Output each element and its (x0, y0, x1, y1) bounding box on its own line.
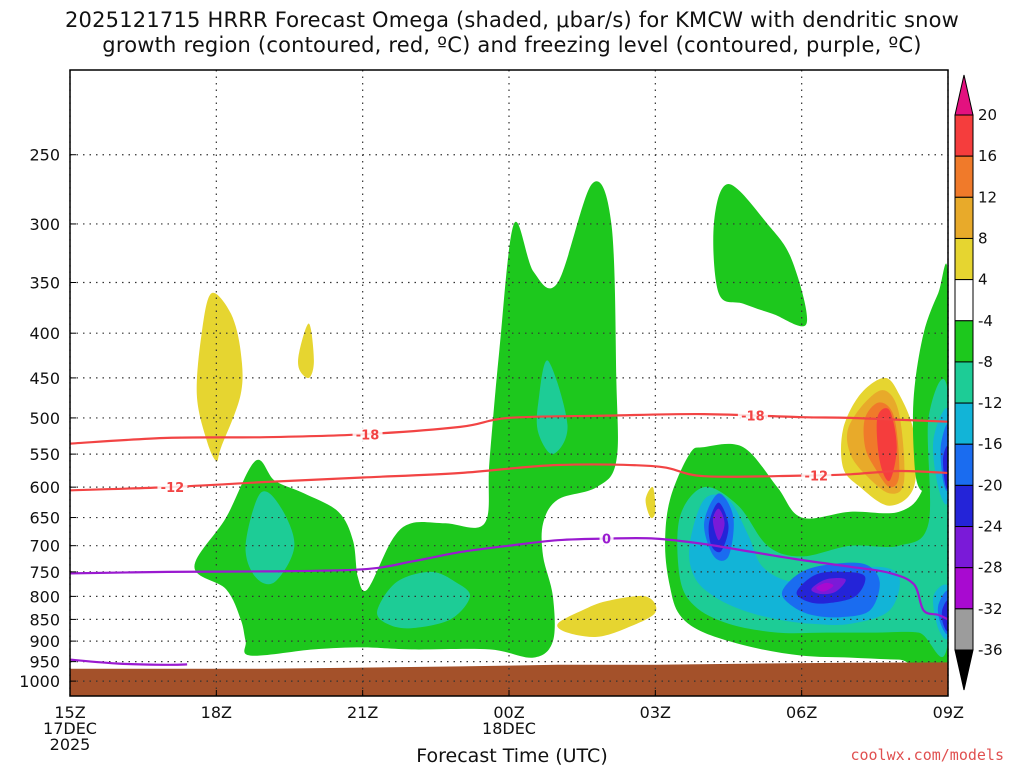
colorbar-swatch-7 (954, 402, 974, 445)
y-tick-label-500: 500 (29, 409, 60, 428)
x-tick-label-18-0: 09Z (933, 703, 964, 722)
isotherm-contours (70, 412, 948, 666)
colorbar: 20 16 12 8 4 -4 -8 -12 -16 -20 -24 -28 -32 -36 (954, 74, 1003, 691)
colorbar-swatch-12 (954, 608, 974, 651)
y-tick-label-600: 600 (29, 478, 60, 497)
colorbar-tick-13: -36 (978, 641, 1003, 659)
contour-line-2 (70, 536, 948, 621)
x-tick-label-0-2: 2025 (50, 735, 91, 754)
y-tick-label-750: 750 (29, 563, 60, 582)
contour-label-2: -18 (741, 410, 765, 425)
y-tick-label-800: 800 (29, 587, 60, 606)
colorbar-tick-11: -28 (978, 559, 1003, 577)
omega-shading (70, 181, 948, 696)
colorbar-swatch-8 (954, 443, 974, 486)
x-tick-label-0-1: 17DEC (43, 719, 97, 738)
colorbar-tick-0: 20 (978, 106, 997, 124)
colorbar-swatch-4 (954, 279, 974, 322)
contour-labels: -18 -12 -18 -12 0 (157, 407, 832, 548)
colorbar-tick-6: -8 (978, 353, 993, 371)
colorbar-tick-5: -4 (978, 312, 993, 330)
contour-line-3 (70, 658, 188, 666)
x-tick-label-12-0: 03Z (640, 703, 671, 722)
axes: 250 300 350 400 450 500 550 600 650 700 750 800 850 9… (19, 146, 964, 754)
y-tick-label-450: 450 (29, 369, 60, 388)
colorbar-swatch-3 (954, 237, 974, 281)
y-tick-label-650: 650 (29, 509, 60, 528)
contour-label-bg-4 (599, 530, 614, 547)
chart-title-line-2: growth region (contoured, red, ºC) and f… (102, 33, 922, 57)
y-tick-label-400: 400 (29, 324, 60, 343)
y-tick-label-300: 300 (29, 215, 60, 234)
colorbar-tick-12: -32 (978, 600, 1003, 618)
colorbar-swatch-9 (954, 484, 974, 528)
omega-region-9 (713, 184, 808, 327)
omega-region-29 (816, 582, 834, 592)
y-tick-label-700: 700 (29, 537, 60, 556)
chart-title-line-1: 2025121715 HRRR Forecast Omega (shaded, … (64, 8, 960, 32)
contour-label-bg-1 (157, 479, 188, 496)
colorbar-tick-9: -20 (978, 476, 1003, 494)
omega-region-13 (377, 571, 471, 629)
omega-region-7 (876, 408, 897, 482)
colorbar-bottom-arrow (954, 649, 974, 691)
contour-line-0 (70, 412, 948, 445)
y-tick-label-250: 250 (29, 146, 60, 165)
contour-label-3: -12 (805, 470, 829, 485)
colorbar-tick-7: -12 (978, 394, 1003, 412)
colorbar-tick-3: 8 (978, 229, 988, 247)
colorbar-tick-2: 12 (978, 188, 997, 206)
omega-region-14 (536, 360, 568, 455)
omega-region-27 (712, 508, 725, 541)
colorbar-swatch-0 (954, 114, 974, 157)
x-tick-label-9-0: 00Z (493, 703, 524, 722)
y-tick-label-550: 550 (29, 445, 60, 464)
y-tick-label-950: 950 (29, 653, 60, 672)
colorbar-swatch-6 (954, 361, 974, 404)
colorbar-swatch-5 (954, 320, 974, 363)
colorbar-tick-4: 4 (978, 271, 988, 289)
contour-label-0: -18 (356, 428, 380, 443)
source-credit: coolwx.com/models (850, 746, 1004, 764)
omega-region-3 (645, 486, 656, 519)
x-tick-label-6-0: 21Z (347, 703, 378, 722)
omega-region-8 (194, 181, 618, 658)
omega-region-2 (557, 595, 657, 638)
omega-region-1 (298, 323, 314, 379)
x-tick-label-0-0: 15Z (54, 703, 85, 722)
colorbar-swatch-2 (954, 196, 974, 239)
y-tick-label-900: 900 (29, 632, 60, 651)
x-tick-label-15-0: 06Z (786, 703, 817, 722)
colorbar-top-arrow (954, 74, 974, 116)
colorbar-swatch-1 (954, 155, 974, 198)
omega-region-12 (245, 491, 295, 585)
y-tick-label-1000: 1000 (19, 672, 60, 691)
omega-region-25 (942, 445, 948, 490)
contour-label-1: -12 (161, 481, 185, 496)
colorbar-tick-10: -24 (978, 518, 1003, 536)
contour-label-bg-0 (352, 426, 383, 443)
omega-region-0 (196, 292, 243, 462)
below-ground-region (70, 662, 948, 696)
colorbar-swatch-10 (954, 526, 974, 569)
y-tick-label-850: 850 (29, 610, 60, 629)
x-tick-label-3-0: 18Z (201, 703, 232, 722)
colorbar-swatch-11 (954, 567, 974, 610)
x-tick-label-9-1: 18DEC (482, 719, 536, 738)
y-tick-label-350: 350 (29, 273, 60, 292)
contour-line-1 (70, 463, 948, 492)
contour-label-4: 0 (602, 533, 611, 548)
x-axis-label: Forecast Time (UTC) (416, 745, 608, 767)
colorbar-tick-1: 16 (978, 147, 997, 165)
colorbar-tick-8: -16 (978, 435, 1003, 453)
contour-label-bg-2 (737, 407, 768, 424)
omega-region-26 (941, 600, 948, 632)
contour-label-bg-3 (801, 467, 832, 484)
